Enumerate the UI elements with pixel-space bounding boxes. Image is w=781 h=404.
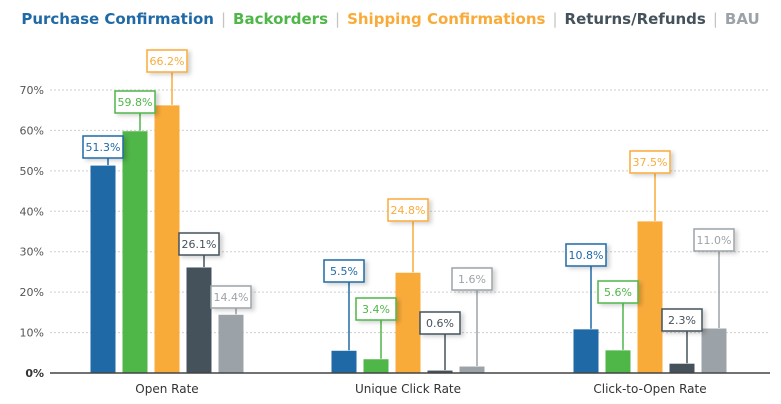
legend-separator: | — [220, 10, 227, 28]
data-label-box — [451, 267, 493, 291]
data-label-returns-refunds-unique-click-rate: 0.6% — [419, 311, 461, 335]
bar-purchase-confirmation-unique-click-rate — [331, 350, 357, 373]
y-tick-label: 0% — [25, 367, 44, 380]
y-tick-label: 70% — [20, 84, 44, 97]
y-tick-label: 60% — [20, 124, 44, 137]
bar-shipping-confirmations-unique-click-rate — [395, 272, 421, 373]
data-label-text: 2.3% — [668, 314, 696, 327]
data-label-box — [114, 90, 156, 114]
y-tick-label: 40% — [20, 205, 44, 218]
data-label-text: 11.0% — [697, 234, 732, 247]
data-label-text: 66.2% — [150, 55, 185, 68]
data-label-backorders-open-rate: 59.8% — [114, 90, 156, 114]
data-label-shipping-confirmations-click-to-open-rate: 37.5% — [629, 150, 671, 174]
data-label-bau-open-rate: 14.4% — [210, 285, 252, 309]
data-label-box — [661, 308, 703, 332]
y-tick-label: 50% — [20, 165, 44, 178]
data-label-box — [387, 198, 429, 222]
data-label-box — [565, 243, 607, 267]
data-label-text: 5.5% — [330, 265, 358, 278]
data-label-box — [178, 232, 220, 256]
y-tick-label: 20% — [20, 286, 44, 299]
bar-backorders-open-rate — [122, 131, 148, 373]
y-tick-label: 10% — [20, 327, 44, 340]
data-label-text: 3.4% — [362, 303, 390, 316]
data-label-box — [419, 311, 461, 335]
bar-bau-open-rate — [218, 314, 244, 373]
legend-item-returns-refunds: Returns/Refunds — [564, 10, 706, 28]
x-category-label: Unique Click Rate — [355, 382, 461, 396]
data-label-shipping-confirmations-open-rate: 66.2% — [146, 49, 188, 73]
data-label-text: 1.6% — [458, 273, 486, 286]
data-label-text: 26.1% — [182, 238, 217, 251]
data-label-box — [355, 297, 397, 321]
data-label-purchase-confirmation-open-rate: 51.3% — [82, 135, 124, 159]
bar-bau-unique-click-rate — [459, 366, 485, 373]
data-label-box — [629, 150, 671, 174]
data-label-text: 51.3% — [86, 141, 121, 154]
x-category-label: Open Rate — [135, 382, 198, 396]
data-label-text: 24.8% — [391, 204, 426, 217]
data-label-shipping-confirmations-unique-click-rate: 24.8% — [387, 198, 429, 222]
data-label-text: 37.5% — [633, 156, 668, 169]
y-tick-label: 30% — [20, 246, 44, 259]
bar-returns-refunds-unique-click-rate — [427, 370, 453, 373]
data-label-box — [210, 285, 252, 309]
data-label-bau-click-to-open-rate: 11.0% — [693, 228, 735, 252]
data-label-purchase-confirmation-unique-click-rate: 5.5% — [323, 259, 365, 283]
bar-purchase-confirmation-click-to-open-rate — [573, 329, 599, 373]
legend: Purchase Confirmation | Backorders | Shippin… — [0, 10, 781, 28]
data-label-text: 14.4% — [214, 291, 249, 304]
data-label-box — [693, 228, 735, 252]
legend-item-shipping-confirmations: Shipping Confirmations — [347, 10, 546, 28]
data-label-returns-refunds-open-rate: 26.1% — [178, 232, 220, 256]
legend-item-bau: BAU — [724, 10, 760, 28]
bar-shipping-confirmations-open-rate — [154, 105, 180, 373]
data-label-text: 59.8% — [118, 96, 153, 109]
bar-returns-refunds-click-to-open-rate — [669, 363, 695, 373]
data-label-backorders-unique-click-rate: 3.4% — [355, 297, 397, 321]
data-label-bau-unique-click-rate: 1.6% — [451, 267, 493, 291]
legend-item-purchase-confirmation: Purchase Confirmation — [21, 10, 214, 28]
x-category-label: Click-to-Open Rate — [593, 382, 706, 396]
bar-bau-click-to-open-rate — [701, 328, 727, 373]
data-label-text: 0.6% — [426, 317, 454, 330]
legend-separator: | — [552, 10, 558, 28]
data-label-box — [82, 135, 124, 159]
data-label-box — [323, 259, 365, 283]
data-label-text: 5.6% — [604, 286, 632, 299]
legend-separator: | — [712, 10, 718, 28]
data-label-returns-refunds-click-to-open-rate: 2.3% — [661, 308, 703, 332]
data-label-backorders-click-to-open-rate: 5.6% — [597, 280, 639, 304]
data-label-purchase-confirmation-click-to-open-rate: 10.8% — [565, 243, 607, 267]
data-label-box — [597, 280, 639, 304]
bar-returns-refunds-open-rate — [186, 267, 212, 373]
data-label-text: 10.8% — [569, 249, 604, 262]
bar-shipping-confirmations-click-to-open-rate — [637, 221, 663, 373]
bar-purchase-confirmation-open-rate — [90, 165, 116, 373]
data-label-box — [146, 49, 188, 73]
legend-separator: | — [335, 10, 341, 28]
bar-backorders-unique-click-rate — [363, 359, 389, 373]
bar-backorders-click-to-open-rate — [605, 350, 631, 373]
legend-item-backorders: Backorders — [233, 10, 329, 28]
